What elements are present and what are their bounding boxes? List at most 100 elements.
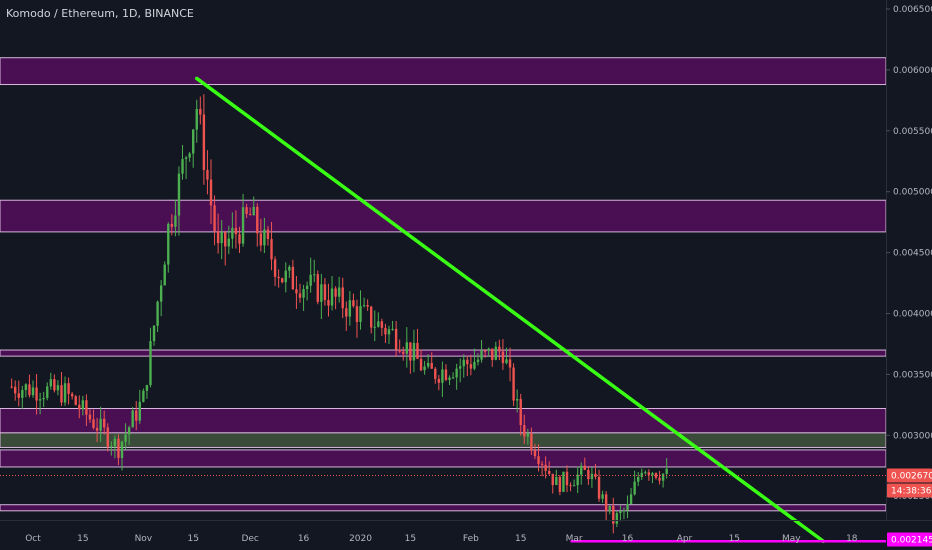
candle-body: [291, 266, 295, 290]
time-tick-label: Apr: [677, 534, 693, 544]
candle-body: [345, 308, 348, 317]
candle-body: [644, 472, 647, 474]
candle-body: [409, 342, 412, 361]
candle-body: [248, 213, 252, 216]
countdown-badge-bg: [887, 483, 932, 498]
time-tick-label: Mar: [566, 534, 583, 544]
price-badges: 0.002670 14:38:36 0.002145: [887, 468, 932, 547]
candle-body: [629, 494, 633, 504]
candle-body: [127, 427, 131, 435]
candle-body: [21, 390, 24, 398]
time-tick-label: Feb: [463, 534, 479, 544]
candle-body: [348, 300, 352, 317]
support-price-badge-bg: [887, 532, 932, 547]
candle-body: [498, 346, 501, 352]
candle-body: [99, 418, 102, 431]
candle-body: [462, 359, 465, 367]
candle-body: [302, 289, 305, 298]
candle-body: [583, 465, 586, 470]
candle-body: [131, 410, 134, 428]
zone-6: [0, 504, 887, 512]
candle-body: [640, 472, 643, 478]
candle-body: [316, 274, 319, 302]
candle-body: [515, 398, 519, 401]
candle-body: [402, 351, 405, 354]
time-axis[interactable]: Oct 15 Nov 15 Dec 16 2020 15 Feb 15 Mar 16 Apr 15 May 1…: [25, 534, 906, 544]
zone-1: [0, 199, 887, 233]
candle-body: [412, 342, 416, 361]
candle-body: [612, 505, 615, 524]
time-tick-label: 16: [298, 534, 310, 544]
price-tick-label: 0.005500: [893, 127, 932, 137]
candle-body: [334, 288, 337, 297]
candle-body: [604, 494, 608, 512]
candle-body: [501, 351, 505, 364]
time-tick-label: 15: [187, 534, 198, 544]
candle-body: [430, 362, 433, 369]
time-tick-label: Dec: [241, 534, 258, 544]
candle-body: [224, 232, 227, 247]
candle-body: [263, 229, 266, 246]
candle-body: [565, 471, 569, 486]
candle-body: [622, 510, 626, 512]
price-tick-label: 0.005000: [893, 188, 932, 198]
candle-body: [540, 463, 544, 465]
candle-body: [231, 227, 234, 239]
candle-body: [419, 358, 423, 371]
price-tick-label: 0.006500: [893, 5, 932, 15]
candle-body: [352, 300, 355, 307]
time-tick-label: 15: [405, 534, 416, 544]
candle-body: [220, 232, 223, 244]
candle-body: [305, 285, 309, 290]
candle-body: [626, 503, 629, 511]
candle-body: [469, 364, 473, 369]
candle-body: [391, 328, 394, 330]
candle-body: [654, 473, 658, 478]
candle-body: [434, 368, 437, 379]
candle-body: [113, 438, 117, 447]
candle-body: [405, 342, 408, 354]
drawings-layer: [0, 76, 886, 544]
time-tick-label: 18: [846, 534, 858, 544]
candle-body: [384, 327, 387, 335]
candle-body: [313, 274, 316, 276]
candle-body: [512, 367, 515, 401]
candle-body: [459, 366, 462, 369]
last-price-badge-bg: [887, 468, 932, 483]
candle-body: [63, 383, 67, 403]
time-tick-label: Nov: [135, 534, 153, 544]
candle-body: [441, 369, 444, 383]
candle-body: [270, 238, 273, 260]
zone-4: [0, 432, 887, 448]
candle-body: [42, 397, 45, 400]
candle-body: [569, 485, 572, 487]
candle-body: [245, 207, 248, 214]
candle-body: [259, 233, 263, 246]
candle-body: [537, 456, 540, 464]
candle-body: [480, 350, 483, 360]
candle-body: [572, 485, 576, 487]
candle-body: [633, 481, 636, 495]
countdown-badge-text: 14:38:36: [891, 486, 932, 496]
candle-body: [562, 471, 565, 492]
candle-body: [266, 229, 270, 239]
candle-body: [615, 513, 619, 524]
candle-body: [309, 274, 312, 286]
candle-body: [85, 400, 88, 415]
candle-body: [24, 384, 28, 391]
downtrend-line: [195, 76, 826, 544]
candle-body: [156, 301, 159, 326]
candle-body: [451, 377, 455, 379]
candle-body: [195, 108, 198, 130]
candle-body: [327, 300, 330, 306]
candle-body: [548, 470, 551, 474]
candle-body: [117, 438, 120, 458]
candle-body: [35, 387, 38, 401]
candle-body: [188, 153, 191, 158]
candle-body: [14, 386, 17, 394]
candle-body: [284, 270, 287, 283]
candle-body: [337, 287, 341, 297]
candle-body: [124, 434, 127, 442]
candle-body: [380, 321, 384, 328]
